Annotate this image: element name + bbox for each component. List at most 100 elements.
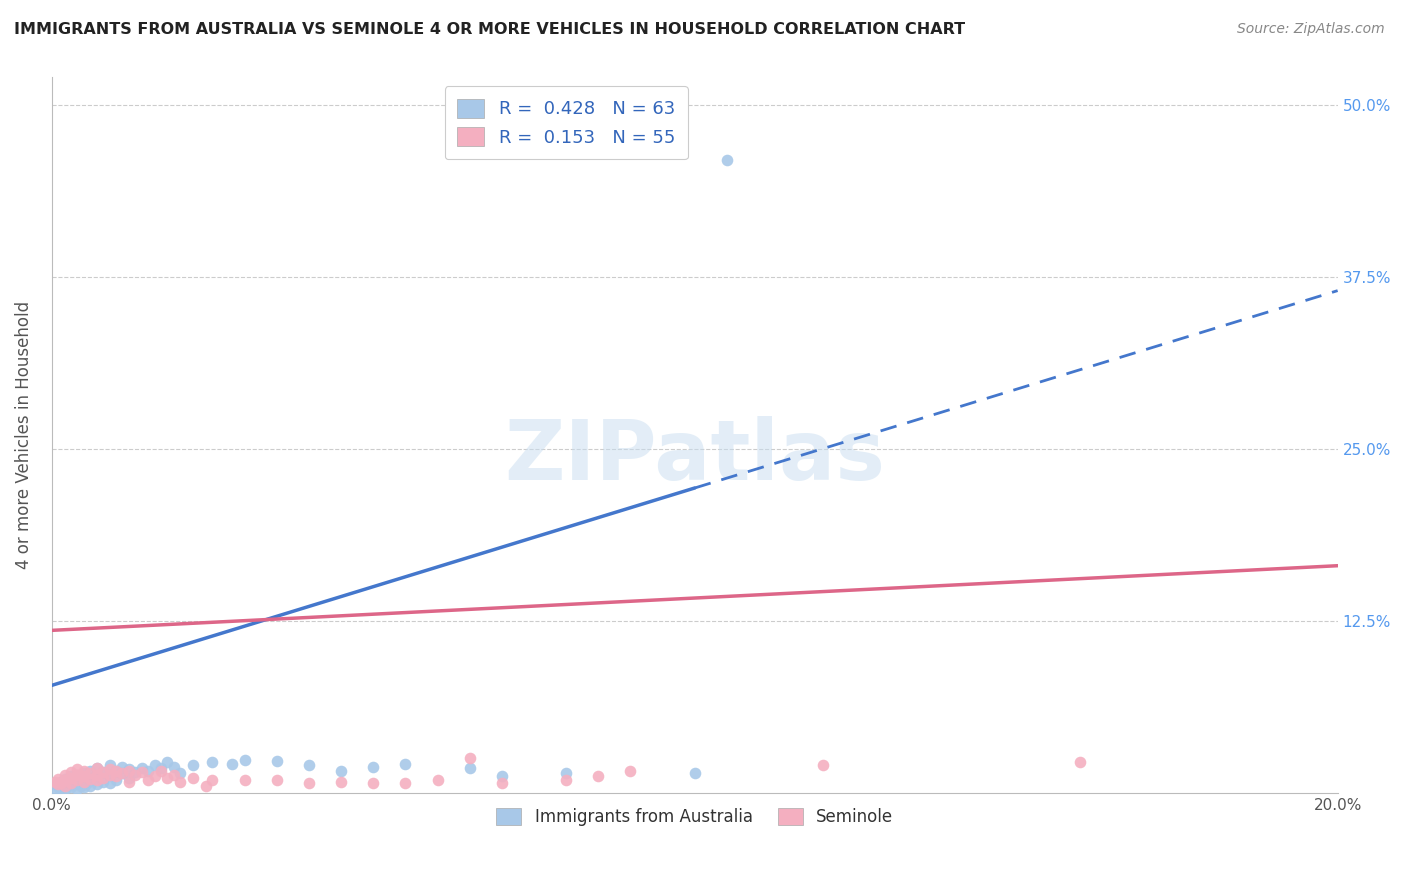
Point [716,153,738,167]
Point [60,776,83,790]
Point [221,756,243,771]
Point [51,783,73,797]
Point [136,764,159,778]
Point [813,758,835,772]
Point [56,773,79,788]
Point [169,774,191,789]
Point [98,758,121,772]
Point [143,758,166,772]
Point [181,771,204,785]
Point [69,772,91,786]
Point [105,773,128,788]
Point [73,764,96,778]
Point [73,773,96,788]
Point [163,759,186,773]
Point [46,772,69,786]
Point [111,766,134,780]
Point [66,774,89,789]
Point [163,768,186,782]
Text: IMMIGRANTS FROM AUSTRALIA VS SEMINOLE 4 OR MORE VEHICLES IN HOUSEHOLD CORRELATIO: IMMIGRANTS FROM AUSTRALIA VS SEMINOLE 4 … [14,22,965,37]
Point [361,776,384,790]
Point [124,764,146,779]
Point [63,772,86,786]
Point [118,764,141,778]
Point [86,777,108,791]
Point [56,779,79,793]
Point [150,761,173,775]
Point [105,769,128,783]
Point [44,783,66,797]
Point [131,764,153,779]
Point [201,756,224,770]
Point [69,779,91,793]
Point [86,761,108,775]
Point [91,771,114,785]
Point [98,776,121,790]
Point [426,773,449,788]
Point [201,773,224,788]
Point [105,764,128,778]
Point [86,769,108,783]
Point [60,764,83,779]
Point [86,773,108,788]
Point [86,761,108,775]
Point [91,764,114,779]
Point [91,764,114,779]
Point [156,756,179,770]
Point [63,777,86,791]
Point [98,762,121,776]
Point [51,774,73,789]
Point [79,764,101,778]
Legend: Immigrants from Australia, Seminole: Immigrants from Australia, Seminole [488,799,901,834]
Point [298,776,321,790]
Point [79,772,101,786]
Point [169,766,191,780]
Point [586,769,609,783]
Point [394,776,416,790]
Point [53,773,76,788]
Point [91,774,114,789]
Point [330,764,353,778]
Point [683,766,706,780]
Point [118,771,141,785]
Point [60,774,83,789]
Point [66,768,89,782]
Point [76,776,98,790]
Point [555,773,578,788]
Point [195,779,218,793]
Point [51,776,73,790]
Point [181,758,204,772]
Point [266,754,288,768]
Point [53,781,76,796]
Point [150,764,173,778]
Point [53,777,76,791]
Point [46,780,69,794]
Point [1069,756,1091,770]
Point [111,766,134,780]
Point [131,761,153,775]
Point [66,762,89,776]
Text: ZIPatlas: ZIPatlas [505,416,886,497]
Point [79,766,101,780]
Point [111,759,134,773]
Point [266,773,288,788]
Point [394,756,416,771]
Point [98,768,121,782]
Y-axis label: 4 or more Vehicles in Household: 4 or more Vehicles in Household [15,301,32,569]
Point [136,773,159,788]
Point [105,764,128,778]
Point [458,751,481,765]
Point [46,776,69,790]
Point [86,768,108,782]
Point [66,773,89,788]
Point [53,779,76,793]
Point [46,777,69,791]
Point [44,774,66,789]
Point [66,768,89,782]
Point [233,773,256,788]
Point [60,771,83,785]
Point [60,769,83,783]
Point [491,776,513,790]
Text: Source: ZipAtlas.com: Source: ZipAtlas.com [1237,22,1385,37]
Point [98,768,121,782]
